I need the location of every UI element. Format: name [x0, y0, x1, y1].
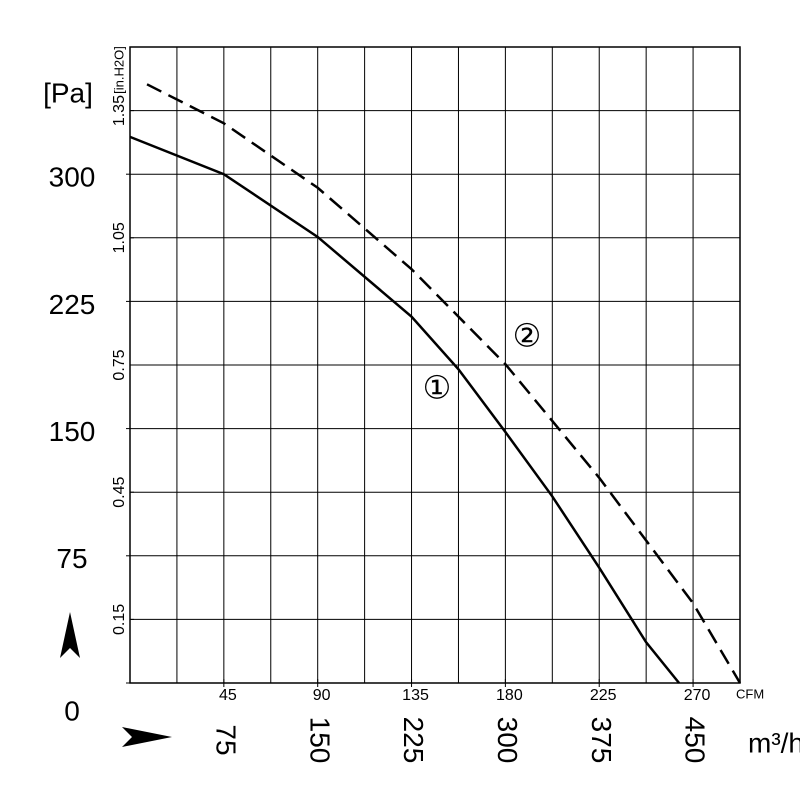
x-tick-label: 300 [492, 717, 523, 764]
x-tick-label: 450 [680, 717, 711, 764]
x-tick-label: 75 [210, 724, 241, 755]
up-arrow [60, 612, 80, 658]
x2-tick-label: 180 [496, 687, 523, 704]
x-tick-label: 150 [304, 717, 335, 764]
y2-tick-label: 0.45 [111, 477, 128, 508]
y-tick-label: 150 [49, 416, 96, 447]
curve-label: ① [423, 369, 452, 407]
x2-tick-label: 45 [219, 687, 237, 704]
x2-tick-label: 270 [684, 687, 711, 704]
y2-tick-label: 1.05 [111, 222, 128, 253]
y2-tick-label: 0.15 [111, 604, 128, 635]
x-axis-unit: m³/h [748, 727, 800, 758]
y-tick-label: 75 [56, 543, 87, 574]
curve-label: ② [513, 317, 542, 355]
y-axis-unit: [Pa] [43, 77, 93, 108]
right-arrow [122, 727, 172, 747]
y-tick-label: 300 [49, 162, 96, 193]
x2-tick-label: 225 [590, 687, 617, 704]
y-tick-label: 0 [64, 695, 80, 726]
y2-tick-label: 0.75 [111, 349, 128, 380]
x2-tick-label: 90 [313, 687, 331, 704]
x-tick-label: 375 [586, 717, 617, 764]
curve [146, 83, 742, 684]
y-tick-label: 225 [49, 289, 96, 320]
x2-tick-label: 135 [402, 687, 429, 704]
y2-axis-unit: [in.H2O] [111, 46, 126, 94]
curve [129, 135, 681, 684]
y2-tick-label: 1.35 [111, 95, 128, 126]
x2-axis-unit: CFM [736, 686, 764, 701]
x-tick-label: 225 [398, 717, 429, 764]
